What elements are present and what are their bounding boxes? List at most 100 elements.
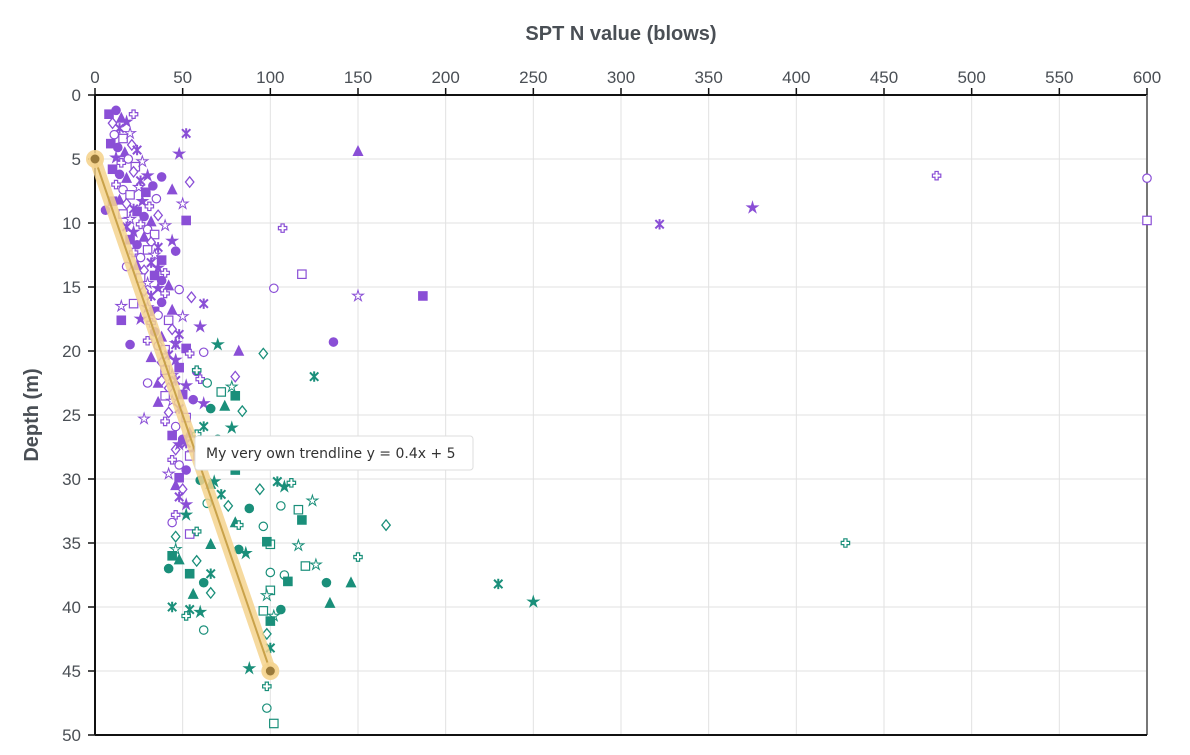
data-point-green[interactable] [205,586,216,600]
data-point-green[interactable] [219,399,231,411]
data-point-green[interactable] [230,391,241,401]
trendline-line[interactable] [94,158,272,672]
data-point-purple[interactable] [111,105,121,116]
data-point-green[interactable] [191,526,202,537]
data-point-green[interactable] [198,577,209,588]
data-point-purple[interactable] [277,223,288,233]
data-point-purple[interactable] [146,257,157,268]
data-point-purple[interactable] [167,430,177,441]
data-point-purple[interactable] [138,230,150,242]
data-point-purple[interactable] [195,374,205,384]
data-point-purple[interactable] [163,406,174,419]
data-point-purple[interactable] [149,229,160,240]
data-point-purple[interactable] [352,145,364,157]
data-point-purple[interactable] [1142,215,1152,226]
data-point-purple[interactable] [297,269,307,279]
data-point-green[interactable] [167,550,177,561]
data-point-green[interactable] [300,561,311,571]
data-point-green[interactable] [216,387,227,397]
data-point-green[interactable] [205,403,216,414]
data-point-purple[interactable] [172,146,187,160]
data-point-purple[interactable] [137,411,152,425]
data-point-purple[interactable] [196,396,211,410]
data-point-purple[interactable] [135,252,146,263]
data-point-purple[interactable] [198,298,209,309]
data-point-purple[interactable] [140,275,155,290]
data-point-green[interactable] [283,576,293,587]
data-point-green[interactable] [308,557,323,571]
data-point-purple[interactable] [135,193,150,208]
data-point-purple[interactable] [122,211,138,226]
data-point-green[interactable] [233,520,244,530]
data-point-green[interactable] [262,681,272,692]
data-point-green[interactable] [276,501,286,511]
data-point-purple[interactable] [170,479,182,491]
data-point-purple[interactable] [151,193,162,204]
data-point-purple[interactable] [654,219,665,230]
data-point-purple[interactable] [149,270,160,281]
data-point-purple[interactable] [156,297,167,308]
data-point-purple[interactable] [132,144,142,156]
data-point-purple[interactable] [350,288,366,302]
data-point-purple[interactable] [128,298,139,309]
data-point-green[interactable] [840,538,851,548]
data-point-green[interactable] [244,503,255,514]
data-point-purple[interactable] [135,154,150,168]
data-point-purple[interactable] [114,298,129,313]
data-point-purple[interactable] [156,275,167,286]
data-point-purple[interactable] [122,126,138,140]
data-point-green[interactable] [224,379,239,393]
data-point-purple[interactable] [174,472,184,483]
data-point-purple[interactable] [184,529,195,539]
data-point-green[interactable] [526,594,541,608]
data-point-purple[interactable] [1142,173,1152,183]
data-point-green[interactable] [167,601,178,613]
data-point-green[interactable] [173,553,185,565]
data-point-purple[interactable] [118,133,128,144]
data-point-green[interactable] [381,518,392,532]
data-point-green[interactable] [258,606,269,616]
data-point-purple[interactable] [230,370,241,383]
data-point-purple[interactable] [118,184,128,195]
data-point-purple[interactable] [121,197,132,211]
data-point-purple[interactable] [148,181,158,191]
data-point-purple[interactable] [144,201,155,212]
data-point-purple[interactable] [166,183,178,195]
data-point-green[interactable] [187,587,199,599]
data-point-purple[interactable] [142,245,153,255]
trendline-end-handle[interactable] [265,666,275,676]
data-point-purple[interactable] [269,283,279,294]
data-point-purple[interactable] [160,268,170,278]
data-point-purple[interactable] [745,200,760,214]
data-point-green[interactable] [163,563,174,574]
data-point-purple[interactable] [181,215,191,226]
data-point-green[interactable] [254,483,265,496]
data-point-green[interactable] [297,515,307,525]
data-point-purple[interactable] [167,455,177,465]
data-point-purple[interactable] [186,291,197,304]
data-point-green[interactable] [224,420,239,434]
data-point-purple[interactable] [167,323,178,336]
data-point-purple[interactable] [160,391,170,401]
data-point-green[interactable] [493,578,504,590]
data-point-purple[interactable] [112,142,123,153]
data-point-green[interactable] [170,530,181,543]
data-point-purple[interactable] [132,239,142,250]
data-point-green[interactable] [272,476,283,487]
data-point-purple[interactable] [125,339,135,350]
data-point-green[interactable] [179,507,194,521]
data-point-green[interactable] [238,545,253,560]
data-point-purple[interactable] [184,175,195,189]
data-point-purple[interactable] [168,352,183,366]
data-point-purple[interactable] [931,170,942,181]
data-point-purple[interactable] [174,329,185,340]
trendline-start-handle[interactable] [90,154,100,164]
data-point-purple[interactable] [142,224,153,235]
data-point-green[interactable] [305,493,320,507]
data-point-purple[interactable] [145,351,157,363]
data-point-purple[interactable] [142,378,153,388]
data-point-green[interactable] [184,568,195,579]
data-point-purple[interactable] [123,154,134,164]
data-point-purple[interactable] [132,206,142,217]
data-point-purple[interactable] [170,510,181,520]
